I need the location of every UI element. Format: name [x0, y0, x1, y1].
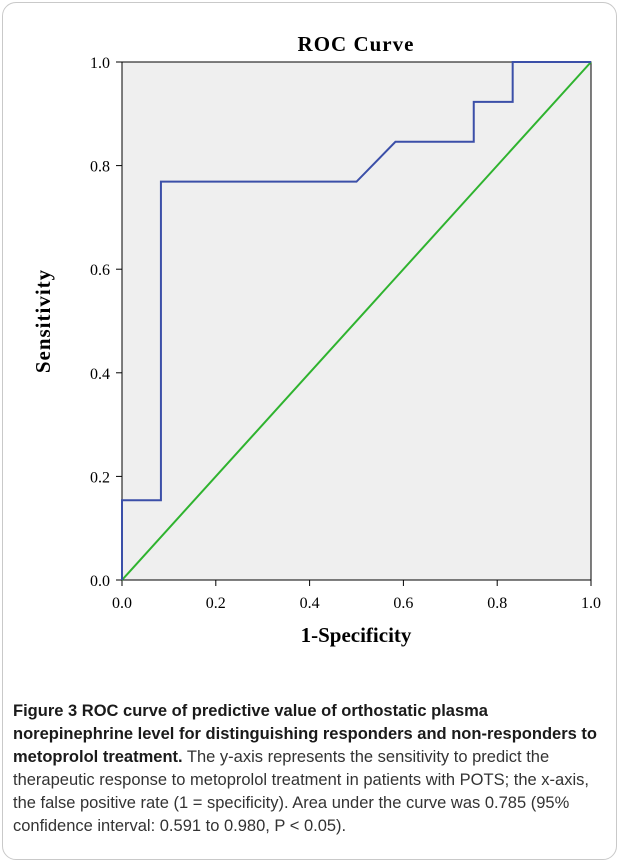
- x-tick-label: 0.2: [206, 595, 226, 612]
- x-tick-label: 0.4: [300, 595, 320, 612]
- figure-caption: Figure 3 ROC curve of predictive value o…: [13, 700, 608, 838]
- series-group: [121, 61, 592, 581]
- reference-diagonal-line: [121, 61, 592, 581]
- x-tick-label: 0.8: [487, 595, 507, 612]
- caption-label: Figure 3: [13, 702, 78, 720]
- y-tick-label: 0.6: [90, 262, 110, 279]
- y-tick-label: 1.0: [90, 55, 110, 72]
- y-tick-label: 0.2: [90, 469, 110, 486]
- caption-heading: ROC curve of predictive value of orthost…: [13, 702, 597, 766]
- roc-chart: ROC Curve 0.00.20.40.60.81.0 0.0 0.2 0.4 0.…: [31, 32, 601, 647]
- roc-curve-line: [121, 61, 591, 580]
- y-tick-label: 0.8: [90, 159, 110, 176]
- chart-title: ROC Curve: [298, 32, 415, 56]
- y-tick-label: 0.4: [90, 366, 110, 383]
- y-axis-label: Sensitivity: [31, 269, 55, 373]
- x-tick-label: 0.6: [393, 595, 413, 612]
- x-axis-label: 1-Specificity: [301, 623, 412, 647]
- y-tick-label: 0.0: [90, 573, 110, 590]
- y-axis: 0.0 0.2 0.4 0.6 0.8 1.0: [90, 55, 122, 590]
- caption-body: The y-axis represents the sensitivity to…: [13, 748, 589, 835]
- x-tick-label: 0.0: [112, 595, 132, 612]
- x-tick-label: 1.0: [581, 595, 601, 612]
- x-axis: 0.0 0.2 0.4 0.6 0.8 1.0: [112, 580, 601, 612]
